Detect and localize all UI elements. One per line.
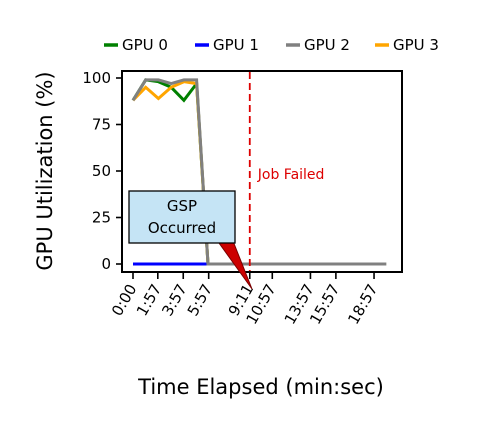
y-axis-ticks: 0 25 50 75 100	[82, 69, 122, 273]
x-axis-label: Time Elapsed (min:sec)	[137, 375, 384, 399]
legend-label-gpu-0: GPU 0	[122, 36, 168, 54]
y-tick-label: 0	[101, 255, 111, 273]
gsp-label-line2: Occurred	[148, 219, 216, 237]
x-tick-label: 1:57	[133, 281, 165, 319]
legend: GPU 0 GPU 1 GPU 2 GPU 3	[104, 36, 439, 54]
gsp-label-line1: GSP	[167, 197, 197, 215]
x-tick-label: 5:57	[184, 281, 216, 319]
x-tick-label: 0:00	[108, 281, 140, 319]
y-tick-label: 25	[92, 209, 111, 227]
legend-label-gpu-2: GPU 2	[304, 36, 350, 54]
y-axis-label: GPU Utilization (%)	[33, 71, 57, 270]
job-failed-label: Job Failed	[257, 167, 325, 183]
y-tick-label: 50	[92, 162, 111, 180]
x-tick-label: 18:57	[344, 281, 381, 327]
x-tick-label: 3:57	[158, 281, 190, 319]
y-tick-label: 75	[92, 116, 111, 134]
legend-label-gpu-1: GPU 1	[213, 36, 259, 54]
y-tick-label: 100	[82, 69, 111, 87]
gsp-annotation-box	[128, 190, 236, 244]
legend-label-gpu-3: GPU 3	[393, 36, 439, 54]
